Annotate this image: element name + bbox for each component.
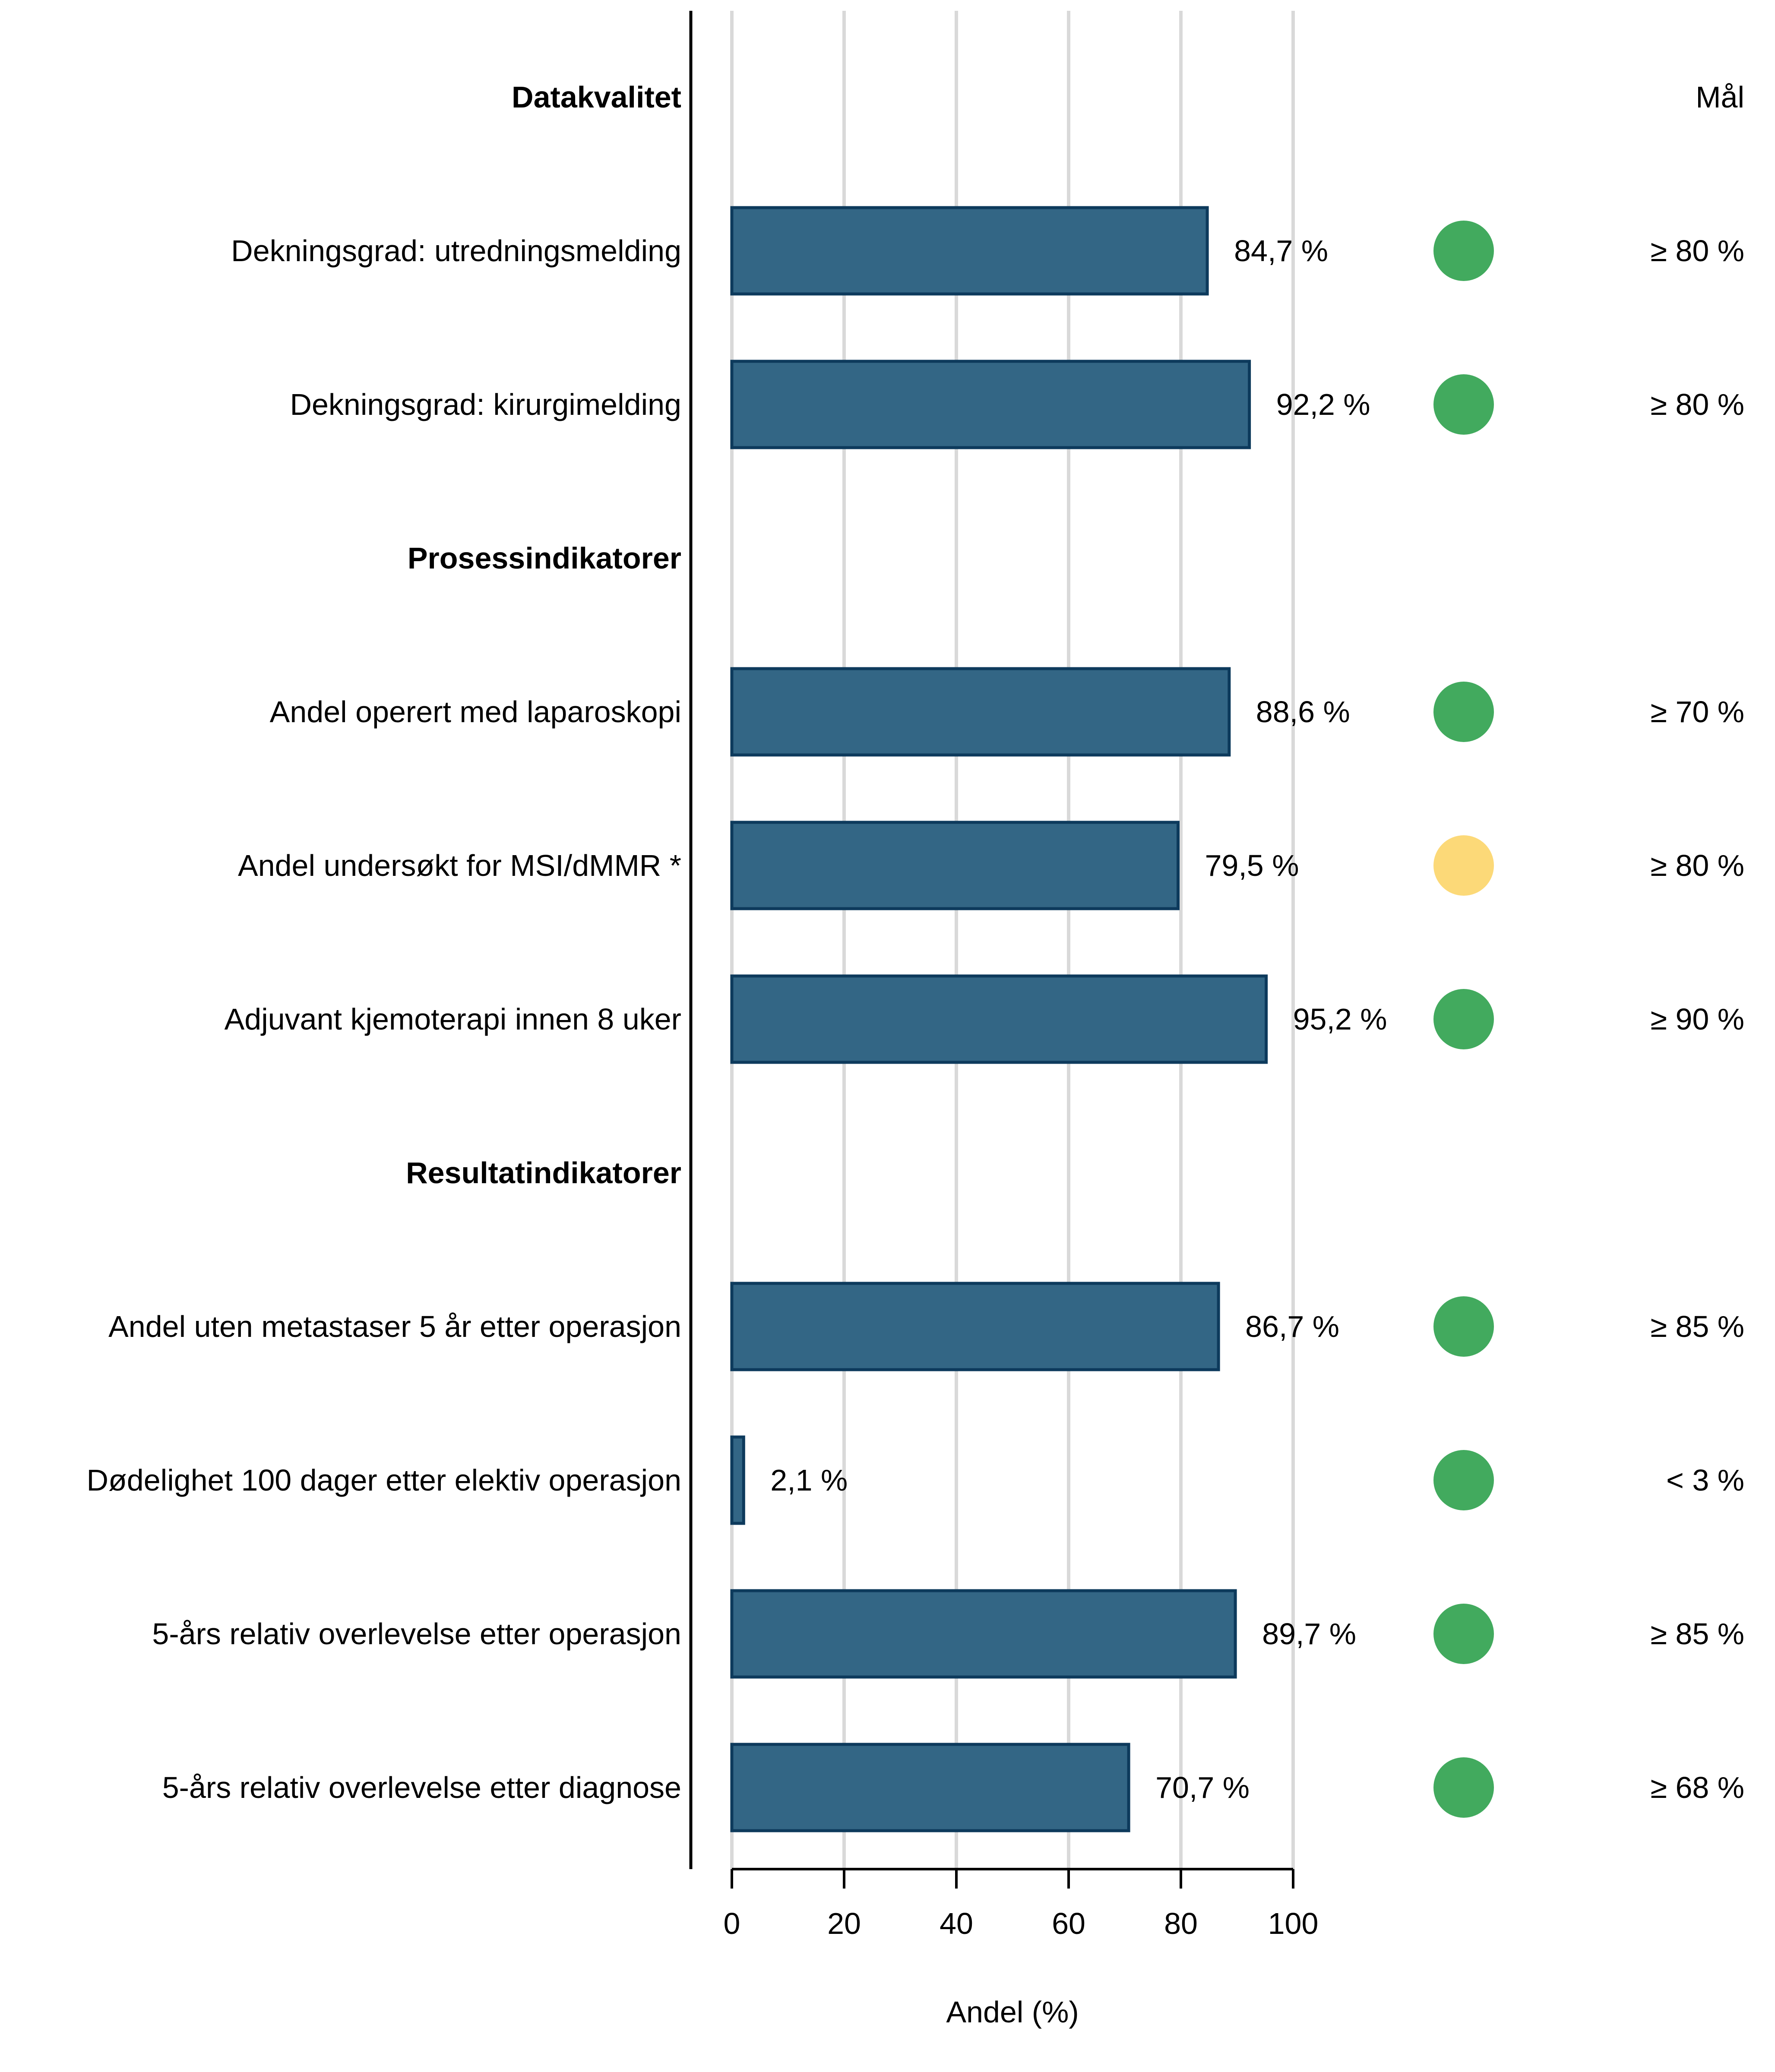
status-indicator-yellow (1433, 835, 1494, 896)
bar (730, 1743, 1130, 1832)
category-label: Dekningsgrad: utredningsmelding (231, 234, 681, 268)
goal-label: ≥ 85 % (1651, 1310, 1744, 1343)
bar-value-label: 84,7 % (1234, 234, 1328, 268)
goal-label: ≥ 80 % (1651, 388, 1744, 421)
bar-value-label: 2,1 % (770, 1463, 848, 1497)
goal-label: ≥ 85 % (1651, 1617, 1744, 1651)
goal-column-header: Mål (1696, 80, 1744, 114)
x-tick-label: 20 (827, 1907, 861, 1940)
bar (730, 1435, 745, 1525)
bar-value-label: 79,5 % (1205, 849, 1299, 882)
bar (730, 821, 1180, 910)
bar-value-label: 86,7 % (1245, 1310, 1339, 1343)
status-indicator-green (1433, 989, 1494, 1049)
status-indicator-green (1433, 682, 1494, 742)
status-indicator-green (1433, 221, 1494, 281)
category-label: 5-års relativ overlevelse etter diagnose (162, 1771, 681, 1804)
x-axis-title: Andel (%) (946, 1995, 1079, 2029)
section-heading: Datakvalitet (512, 80, 681, 114)
x-tick-label: 60 (1052, 1907, 1085, 1940)
section-heading: Resultatindikatorer (406, 1156, 681, 1190)
category-label: 5-års relativ overlevelse etter operasjo… (152, 1617, 681, 1651)
bar (730, 360, 1251, 449)
x-tick-label: 80 (1164, 1907, 1198, 1940)
bar (730, 667, 1231, 757)
category-label: Andel undersøkt for MSI/dMMR * (238, 849, 681, 882)
category-label: Andel uten metastaser 5 år etter operasj… (108, 1310, 681, 1343)
bar-value-label: 95,2 % (1293, 1002, 1387, 1036)
status-indicator-green (1433, 374, 1494, 435)
bar-value-label: 88,6 % (1256, 695, 1350, 729)
bar-value-label: 92,2 % (1276, 388, 1370, 421)
bar (730, 974, 1268, 1064)
axes (689, 11, 1294, 1889)
bar (730, 1589, 1237, 1679)
bar-value-label: 89,7 % (1262, 1617, 1356, 1651)
x-tick-label: 40 (940, 1907, 973, 1940)
category-label: Adjuvant kjemoterapi innen 8 uker (225, 1002, 681, 1036)
category-label: Dekningsgrad: kirurgimelding (290, 388, 681, 421)
bar-value-label: 70,7 % (1155, 1771, 1250, 1804)
category-label: Andel operert med laparoskopi (270, 695, 681, 729)
goal-label: ≥ 68 % (1651, 1771, 1744, 1804)
bar (730, 206, 1209, 296)
goal-label: ≥ 80 % (1651, 849, 1744, 882)
goal-label: ≥ 90 % (1651, 1002, 1744, 1036)
x-tick-label: 0 (724, 1907, 740, 1940)
goal-label: < 3 % (1666, 1463, 1744, 1497)
goal-label: ≥ 80 % (1651, 234, 1744, 268)
status-indicator-green (1433, 1296, 1494, 1357)
status-indicator-green (1433, 1604, 1494, 1664)
status-indicator-green (1433, 1757, 1494, 1818)
status-indicator-green (1433, 1450, 1494, 1510)
x-tick-label: 100 (1268, 1907, 1319, 1940)
bars (730, 206, 1268, 1832)
bar (730, 1282, 1220, 1371)
goal-label: ≥ 70 % (1651, 695, 1744, 729)
labels: 0 20 40 60 80 100 Datakvalitet Dekningsgrad: ut… (86, 80, 1744, 1940)
category-label: Dødelighet 100 dager etter elektiv opera… (86, 1463, 681, 1497)
section-heading: Prosessindikatorer (408, 541, 681, 575)
grid-lines (730, 11, 1295, 1869)
